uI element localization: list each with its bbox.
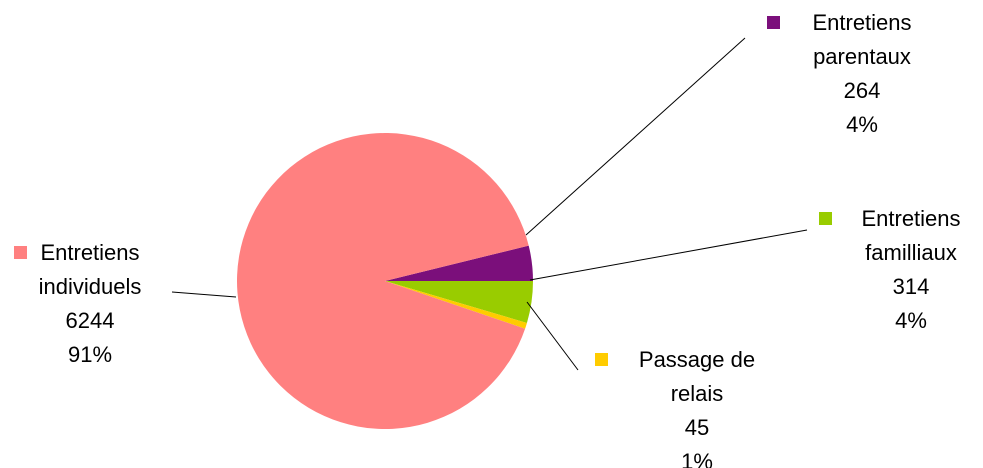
pie-slice: [385, 281, 527, 329]
data-label-value: 314: [893, 274, 930, 299]
data-label-percent: 4%: [895, 308, 927, 333]
data-label: Entretiens familliaux 314 4%: [861, 206, 960, 333]
data-label-value: 45: [685, 415, 709, 440]
data-label: Entretiens parentaux 264 4%: [812, 10, 911, 137]
data-label-name: Entretiens: [861, 206, 960, 231]
pie-slice: [236, 133, 529, 430]
pie-slices: [236, 133, 533, 430]
data-label-name: parentaux: [813, 44, 911, 69]
legend-key-square: [595, 353, 608, 366]
data-label: Passage de relais 45 1%: [639, 347, 755, 468]
data-label-name: Passage de: [639, 347, 755, 372]
data-label-value: 264: [844, 78, 881, 103]
leader-lines: [171, 37, 808, 371]
data-label-value: 6244: [66, 308, 115, 333]
data-label-name: Entretiens: [40, 240, 139, 265]
leader-line: [526, 301, 579, 371]
data-label-name: Entretiens: [812, 10, 911, 35]
legend-key-square: [14, 246, 27, 259]
data-label-percent: 91%: [68, 342, 112, 367]
data-label-name: individuels: [39, 274, 142, 299]
leader-line: [171, 291, 237, 298]
pie-slice: [385, 245, 533, 281]
data-label-name: relais: [671, 381, 724, 406]
data-label-percent: 1%: [681, 449, 713, 468]
pie-slice: [385, 281, 533, 323]
legend-key-square: [767, 16, 780, 29]
data-labels: Entretiens parentaux 264 4% Entretiens famill…: [14, 10, 961, 468]
leader-line: [529, 229, 808, 281]
data-label-name: familliaux: [865, 240, 957, 265]
leader-line: [525, 37, 746, 236]
data-label-percent: 4%: [846, 112, 878, 137]
legend-key-square: [819, 212, 832, 225]
data-label: Entretiens individuels 6244 91%: [39, 240, 142, 367]
